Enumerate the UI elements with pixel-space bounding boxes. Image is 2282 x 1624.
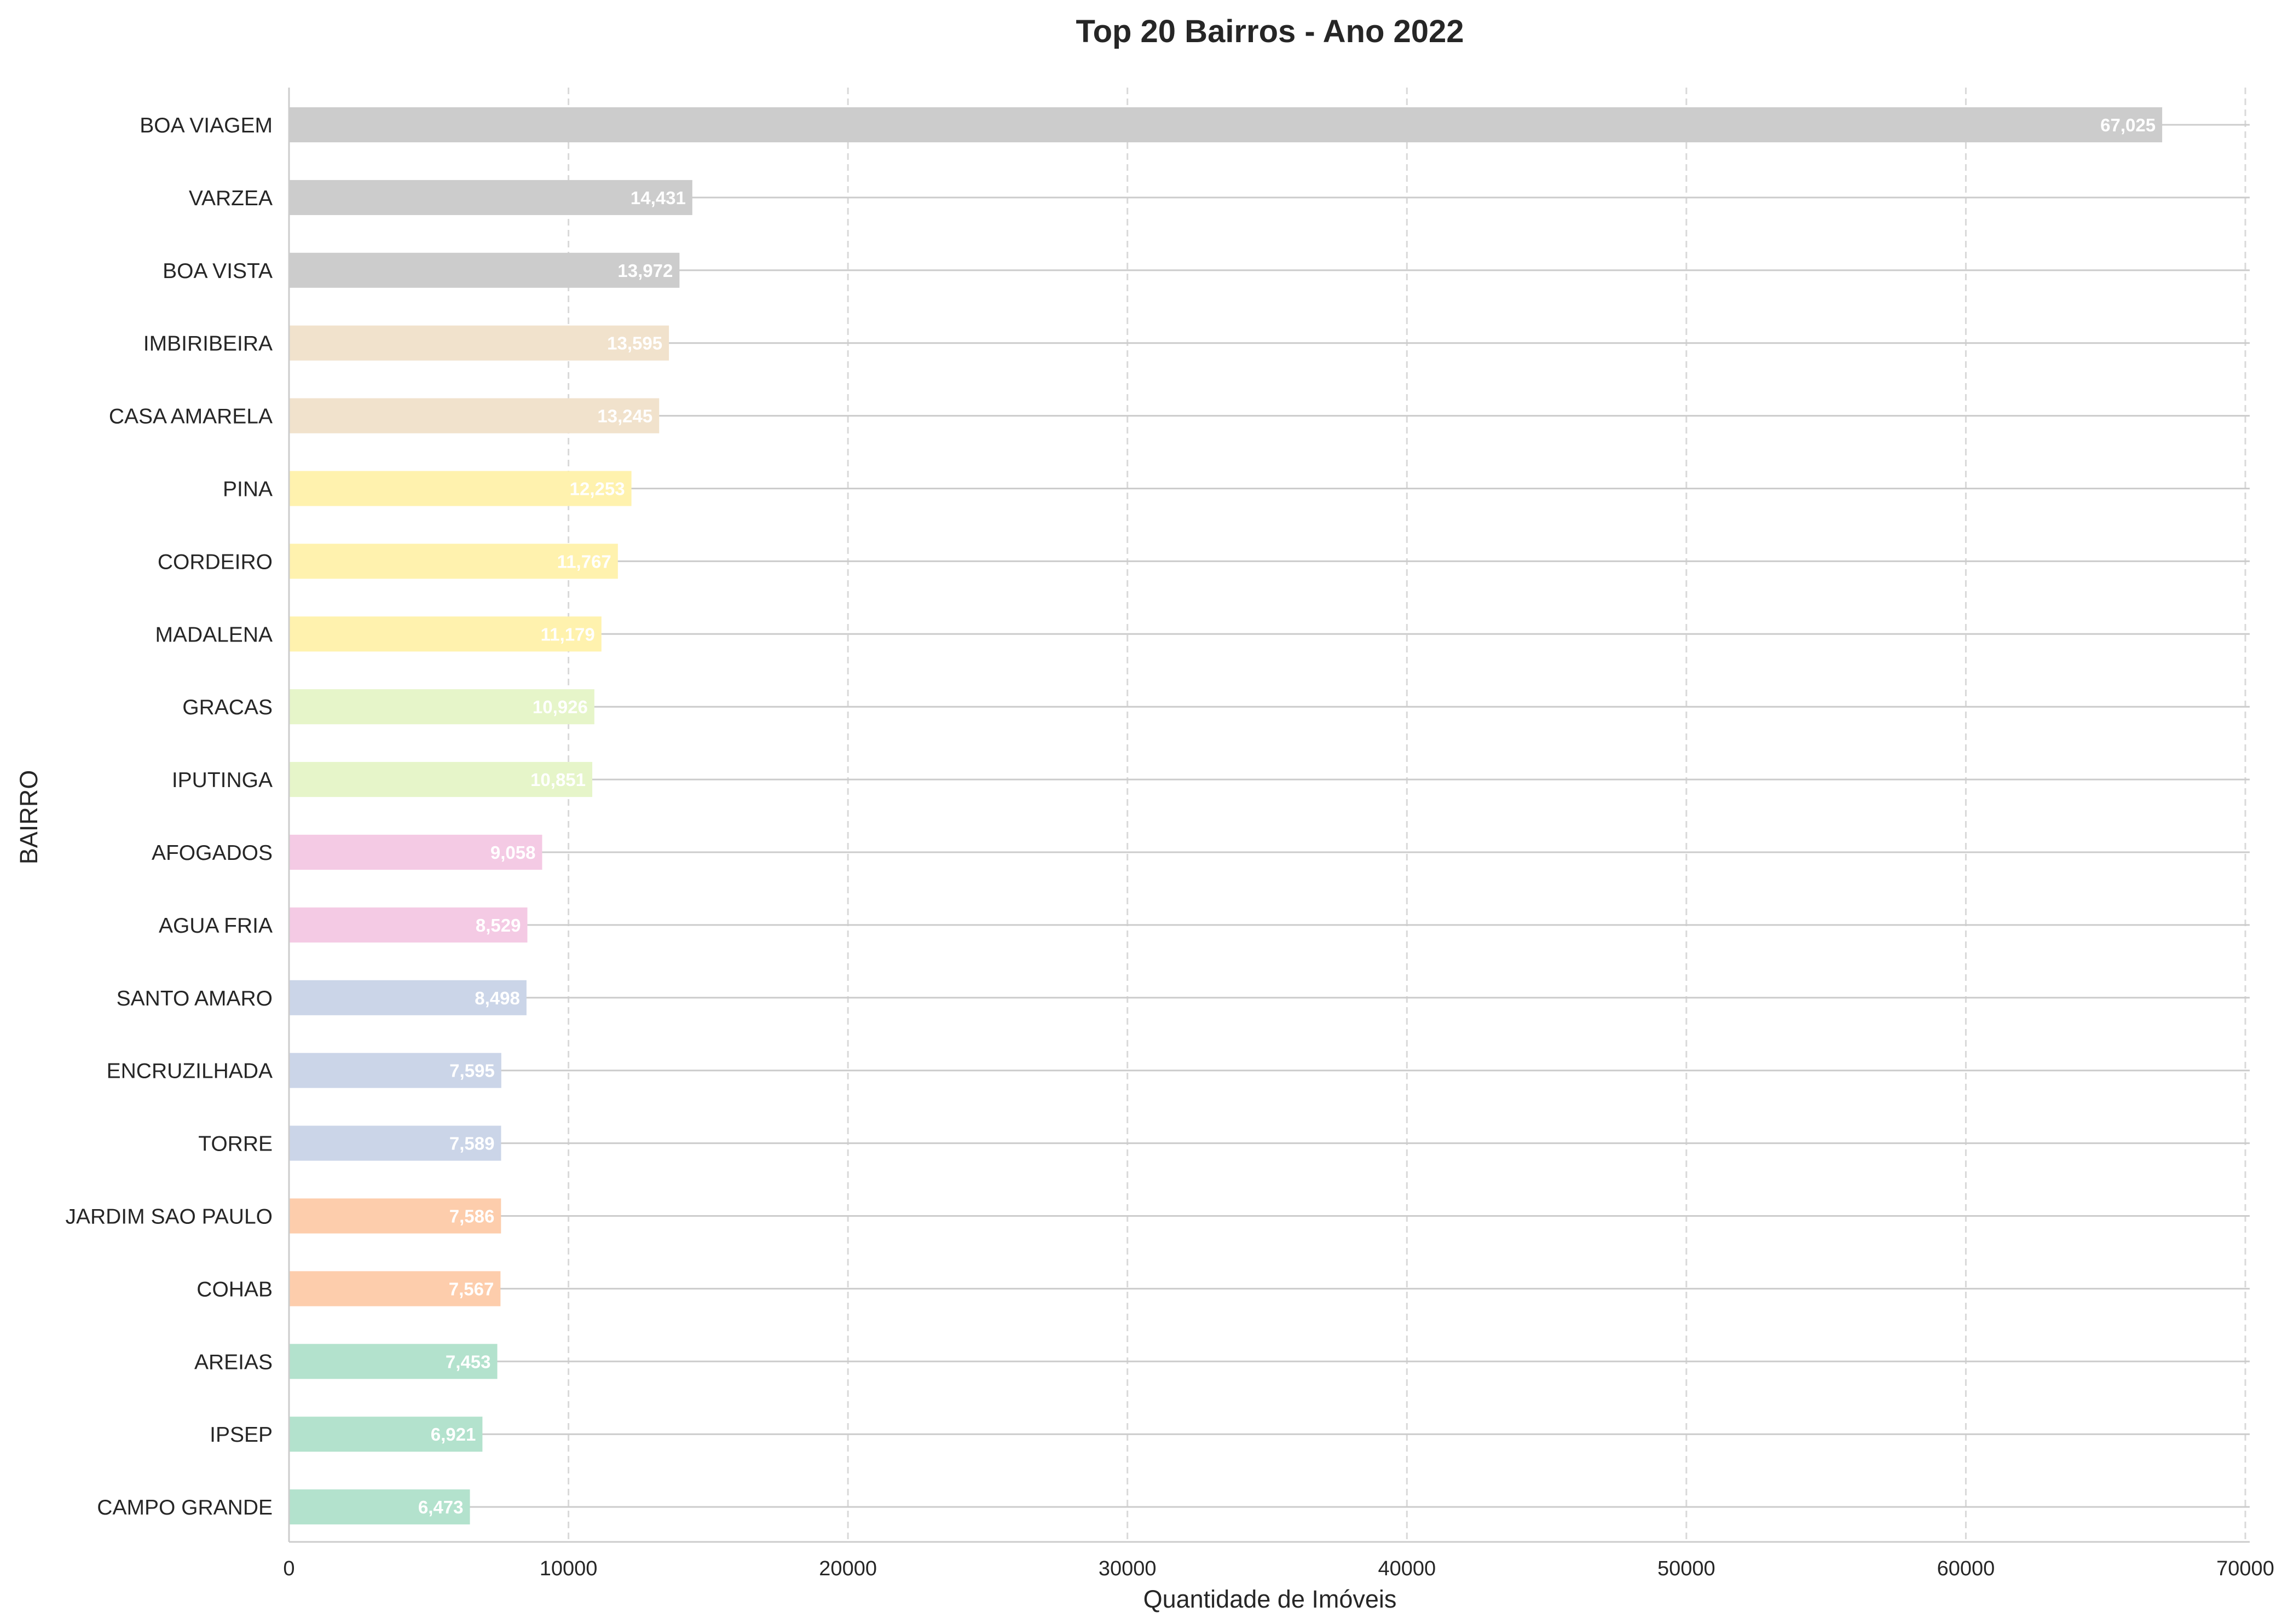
bar-value-label: 10,851: [530, 770, 586, 790]
x-tick-label: 30000: [1099, 1557, 1157, 1580]
x-tick-labels: 0 10000 20000 30000 40000 50000 60000 70000: [283, 1557, 2274, 1580]
bar-value-label: 10,926: [533, 697, 588, 717]
x-tick-label: 60000: [1937, 1557, 1995, 1580]
y-tick-label: ENCRUZILHADA: [107, 1060, 273, 1083]
bar-value-label: 11,767: [557, 551, 611, 571]
y-tick-label: BOA VISTA: [163, 259, 273, 283]
y-tick-label: AGUA FRIA: [159, 914, 273, 938]
y-tick-label: IMBIRIBEIRA: [143, 332, 273, 356]
y-tick-label: AFOGADOS: [152, 841, 273, 865]
x-axis-label: Quantidade de Imóveis: [1143, 1585, 1397, 1613]
y-axis-label: BAIRRO: [15, 770, 43, 865]
y-tick-label: SANTO AMARO: [117, 987, 273, 1010]
bar: [289, 980, 527, 1015]
bar-value-label: 12,253: [570, 479, 625, 499]
bar-value-label: 7,586: [449, 1206, 495, 1227]
bar: [289, 1344, 498, 1379]
bar-value-label: 7,453: [446, 1351, 491, 1372]
y-tick-label: MADALENA: [155, 623, 273, 646]
bar-value-labels: 67,025 14,431 13,972 13,595 13,245 12,253 11,7…: [418, 115, 2156, 1517]
bar: [289, 1271, 501, 1307]
bar-value-label: 6,473: [418, 1497, 464, 1517]
y-tick-label: IPSEP: [210, 1423, 273, 1447]
bar: [289, 1053, 501, 1088]
y-tick-label: COHAB: [197, 1278, 273, 1301]
x-tick-label: 40000: [1378, 1557, 1436, 1580]
bar-value-label: 8,498: [475, 988, 520, 1008]
y-tick-label: AREIAS: [194, 1350, 273, 1374]
x-tick-label: 50000: [1657, 1557, 1715, 1580]
bar: [289, 1489, 470, 1525]
y-tick-label: JARDIM SAO PAULO: [65, 1205, 273, 1229]
chart-title: Top 20 Bairros - Ano 2022: [1076, 14, 1464, 49]
bar: [289, 107, 2163, 142]
bar-value-label: 8,529: [476, 915, 521, 935]
bar-value-label: 7,567: [449, 1279, 494, 1299]
bar: [289, 1417, 483, 1452]
bar-value-label: 13,595: [607, 333, 662, 354]
y-tick-label: CORDEIRO: [158, 550, 273, 574]
bar: [289, 398, 660, 434]
x-tick-label: 70000: [2216, 1557, 2274, 1580]
y-tick-label: BOA VIAGEM: [140, 114, 273, 137]
bar-value-label: 13,245: [597, 406, 652, 426]
bar-value-label: 7,595: [449, 1061, 495, 1081]
bar-value-label: 67,025: [2100, 115, 2156, 135]
bar: [289, 1125, 501, 1161]
y-tick-label: IPUTINGA: [172, 768, 273, 792]
y-tick-label: VARZEA: [189, 187, 273, 210]
bar: [289, 835, 542, 870]
x-tick-label: 20000: [819, 1557, 877, 1580]
bar-value-label: 9,058: [490, 842, 536, 863]
bar-value-label: 6,921: [431, 1424, 476, 1444]
y-tick-label: PINA: [223, 478, 273, 501]
bar-value-label: 13,972: [617, 261, 673, 281]
y-tick-label: CAMPO GRANDE: [97, 1496, 273, 1519]
bar-value-label: 14,431: [631, 188, 686, 208]
bar: [289, 762, 593, 797]
bar-value-label: 7,589: [449, 1134, 495, 1154]
x-tick-label: 10000: [540, 1557, 598, 1580]
bar: [289, 689, 594, 725]
bar: [289, 252, 680, 288]
bar: [289, 471, 632, 506]
bar: [289, 544, 618, 579]
x-gridlines: [568, 88, 2246, 1542]
bar: [289, 325, 669, 361]
bar-value-label: 11,179: [541, 624, 595, 644]
bars-group: [289, 107, 2163, 1525]
bar: [289, 1198, 501, 1234]
y-tick-label: CASA AMARELA: [109, 405, 273, 429]
bar: [289, 180, 692, 215]
bar: [289, 616, 602, 652]
x-tick-label: 0: [283, 1557, 294, 1580]
y-tick-labels: BOA VIAGEM VARZEA BOA VISTA IMBIRIBEIRA CASA…: [65, 114, 273, 1519]
bar: [289, 907, 528, 943]
y-tick-label: TORRE: [198, 1132, 273, 1156]
y-tick-label: GRACAS: [182, 696, 273, 719]
